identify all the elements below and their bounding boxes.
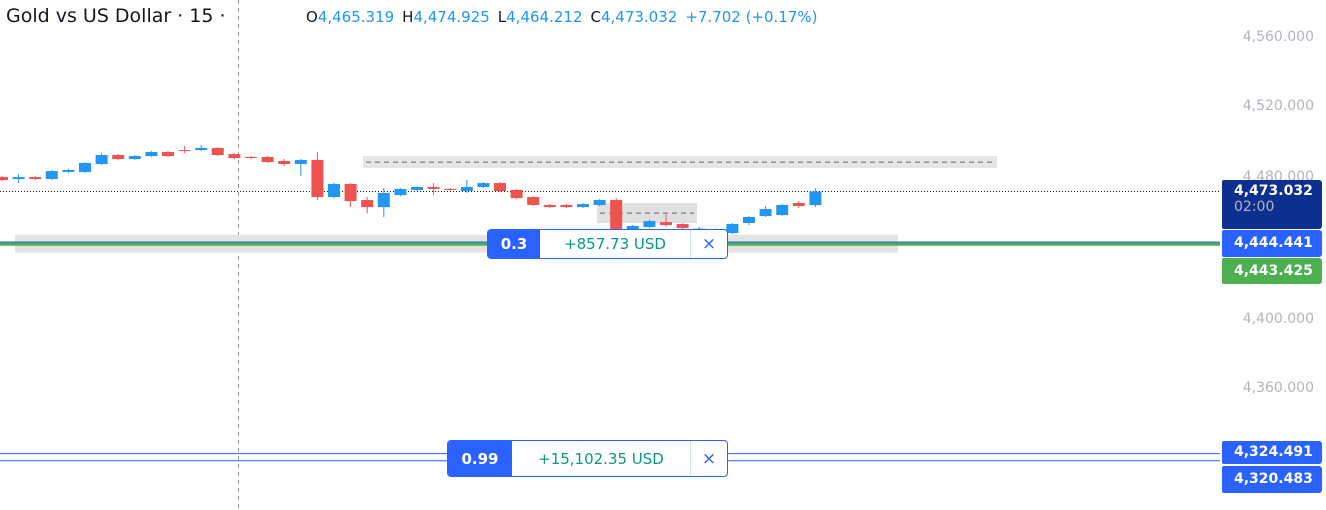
candle-body bbox=[593, 200, 606, 205]
candle-body bbox=[743, 216, 755, 223]
order-price-tag: 4,444.441 bbox=[1222, 230, 1322, 257]
candle-body bbox=[178, 150, 191, 152]
close-icon[interactable]: × bbox=[701, 448, 717, 469]
candle-body bbox=[792, 203, 805, 207]
close-icon[interactable]: × bbox=[701, 234, 717, 254]
candle-body bbox=[162, 152, 174, 157]
high-label: H bbox=[402, 8, 414, 26]
candle-body bbox=[411, 186, 423, 190]
close-label: C bbox=[590, 8, 601, 26]
candle-body bbox=[626, 225, 639, 229]
candle-body bbox=[245, 156, 257, 159]
last-price: 4,473.032 bbox=[1234, 183, 1313, 199]
candle-body bbox=[643, 221, 656, 228]
candle-body bbox=[211, 147, 224, 156]
candle-body bbox=[444, 188, 457, 190]
candle-body bbox=[776, 204, 789, 216]
candle-body bbox=[45, 171, 58, 180]
open-label: O bbox=[306, 8, 318, 26]
candle-body bbox=[12, 177, 25, 180]
candle-body bbox=[0, 177, 8, 181]
candle-body bbox=[610, 200, 623, 235]
candle-body bbox=[278, 161, 291, 165]
order-price-tag: 4,320.483 bbox=[1222, 466, 1322, 493]
candle-body bbox=[527, 197, 540, 205]
order-pnl: +857.73 USD bbox=[540, 230, 691, 258]
ohlc-legend: O4,465.319 H4,474.925 L4,464.212 C4,473.032… bbox=[306, 8, 826, 26]
order-quantity[interactable]: 0.3 bbox=[488, 230, 540, 258]
candle-body bbox=[294, 159, 307, 165]
candle-body bbox=[328, 183, 340, 198]
candle-body bbox=[79, 162, 91, 172]
change-value: +7.702 (+0.17%) bbox=[685, 8, 818, 26]
open-value: 4,465.319 bbox=[317, 8, 395, 26]
low-value: 4,464.212 bbox=[506, 8, 583, 26]
candle-body bbox=[62, 170, 75, 172]
candle-body bbox=[29, 177, 42, 180]
axis-label: 4,520.000 bbox=[1242, 98, 1314, 114]
high-value: 4,474.925 bbox=[413, 8, 490, 26]
candle-body bbox=[510, 189, 523, 199]
candle-body bbox=[261, 156, 274, 163]
candle-body bbox=[494, 183, 506, 192]
candle-body bbox=[726, 224, 739, 234]
order-price-tag: 4,324.491 bbox=[1222, 441, 1322, 464]
candle-body bbox=[361, 200, 374, 208]
candle-body bbox=[809, 191, 822, 206]
candle-body bbox=[377, 192, 390, 208]
axis-label: 4,560.000 bbox=[1242, 29, 1314, 45]
order-label-2[interactable]: 0.99 +15,102.35 USD × bbox=[447, 440, 728, 477]
level-band bbox=[363, 156, 997, 169]
candle-body bbox=[228, 154, 241, 159]
candle-body bbox=[394, 188, 407, 196]
position-price-tag: 4,443.425 bbox=[1222, 258, 1322, 284]
candle-body bbox=[128, 156, 141, 160]
order-quantity[interactable]: 0.99 bbox=[448, 441, 512, 476]
candle-body bbox=[95, 155, 108, 165]
candle-body bbox=[543, 204, 556, 208]
candle-body bbox=[577, 204, 589, 208]
candle-body bbox=[560, 204, 573, 208]
candle-body bbox=[759, 209, 772, 217]
close-value: 4,473.032 bbox=[600, 8, 678, 26]
candle-body bbox=[460, 186, 473, 192]
axis-label: 4,360.000 bbox=[1242, 380, 1314, 396]
candle-body bbox=[145, 152, 158, 157]
order-label-1[interactable]: 0.3 +857.73 USD × bbox=[487, 229, 728, 259]
candle-body bbox=[477, 183, 490, 187]
candle-body bbox=[195, 147, 208, 151]
candle-body bbox=[112, 155, 125, 160]
bar-countdown: 02:00 bbox=[1234, 199, 1275, 215]
candle-body bbox=[660, 222, 672, 226]
low-label: L bbox=[497, 8, 507, 26]
last-price-tag: 4,473.032 02:00 bbox=[1222, 180, 1322, 229]
candle-body bbox=[676, 224, 689, 229]
axis-label: 4,400.000 bbox=[1242, 311, 1314, 327]
order-pnl: +15,102.35 USD bbox=[512, 441, 691, 476]
symbol-title: Gold vs US Dollar · 15 · bbox=[6, 5, 226, 27]
candle-body bbox=[344, 183, 357, 202]
candle-body bbox=[311, 159, 324, 198]
candle-body bbox=[427, 186, 440, 189]
